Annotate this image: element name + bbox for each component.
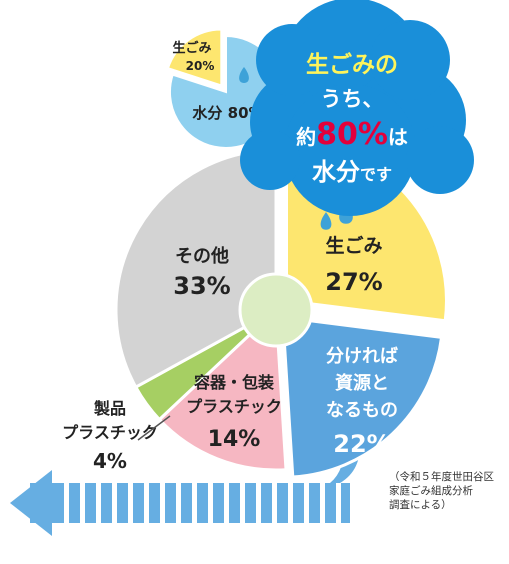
callout-span: 80% xyxy=(316,117,388,152)
pie-slice-group xyxy=(157,306,288,472)
source-note-line: （令和５年度世田谷区 xyxy=(389,471,494,483)
arrow-stripe xyxy=(208,483,213,523)
pie-slice-4 xyxy=(114,148,278,390)
arrow-stripe xyxy=(256,483,261,523)
leader-line xyxy=(137,415,171,441)
callout-line: 生ごみの xyxy=(306,51,398,78)
arrow-stripe xyxy=(112,483,117,523)
arrow-stripe xyxy=(336,483,341,523)
arrow-stripe xyxy=(80,483,85,523)
callout-line: 約80%は xyxy=(296,117,408,152)
water-drop-icon xyxy=(320,212,332,230)
pie-slice-group xyxy=(114,148,278,390)
pie-slice-1 xyxy=(281,315,444,479)
callout-span: は xyxy=(388,125,408,149)
slice-label-name: 生ごみ xyxy=(325,234,382,257)
arrow-stripe xyxy=(224,483,229,523)
slice-label-name: その他 xyxy=(175,245,229,267)
arrow-stripe xyxy=(128,483,133,523)
small-pie-slice-0 xyxy=(166,28,223,87)
arrow-stripe xyxy=(144,483,149,523)
slice-label-value: 4% xyxy=(93,449,127,473)
cloud-blob xyxy=(240,130,300,190)
source-note: （令和５年度世田谷区 家庭ごみ組成分析 調査による） xyxy=(389,470,509,512)
slice-label-value: 27% xyxy=(325,268,382,296)
pie-slice-2 xyxy=(157,306,288,472)
arrow-stripe xyxy=(320,483,325,523)
arrow-stripe xyxy=(192,483,197,523)
arrow-stripe xyxy=(304,483,309,523)
arrow-stripe xyxy=(64,483,69,523)
arrow-stripe xyxy=(288,483,293,523)
slice-label-name: 製品 xyxy=(93,399,126,418)
arrow-stripe xyxy=(240,483,245,523)
recycle-arrow-band xyxy=(30,483,350,523)
cloud-blob xyxy=(370,20,450,100)
callout-line: 水分です xyxy=(312,158,392,186)
callout-span: 約 xyxy=(296,125,316,149)
arrow-stripe xyxy=(96,483,101,523)
arrow-stripe xyxy=(160,483,165,523)
callout-span: 水分 xyxy=(312,158,360,186)
callout-line: うち、 xyxy=(321,87,384,111)
arrow-stripe xyxy=(272,483,277,523)
source-note-line: 家庭ごみ組成分析 xyxy=(389,485,473,497)
pie-slice-group xyxy=(281,315,444,479)
small-slice-label-value: 20% xyxy=(186,59,215,73)
cloud-blob xyxy=(256,24,328,96)
pie-center-hole xyxy=(238,272,314,348)
arrow-stripe xyxy=(176,483,181,523)
callout-cloud xyxy=(240,0,474,216)
slice-label-name: 分ければ xyxy=(326,346,398,367)
small-slice-label-name: 生ごみ xyxy=(172,40,211,56)
recycle-arrow-head xyxy=(10,470,52,536)
slice-label-value: 14% xyxy=(208,427,261,452)
slice-label-name: プラスチック xyxy=(62,423,158,442)
callout-span: です xyxy=(360,165,392,184)
slice-label-name: なるもの xyxy=(326,400,398,421)
slice-label-value: 33% xyxy=(173,272,230,300)
cloud-blob xyxy=(406,126,474,194)
water-drop-icon xyxy=(239,67,249,83)
cloud-blob xyxy=(284,84,416,216)
slice-label-name: 容器・包装 xyxy=(193,373,274,392)
slice-label-name: 資源と xyxy=(335,372,389,394)
slice-label-value: 22% xyxy=(333,430,390,458)
source-note-line: 調査による） xyxy=(389,499,452,511)
small-pie-slice-group xyxy=(166,28,223,87)
small-slice-label-name: 水分 80% xyxy=(192,104,263,122)
slice-label-name: プラスチック xyxy=(186,397,282,416)
